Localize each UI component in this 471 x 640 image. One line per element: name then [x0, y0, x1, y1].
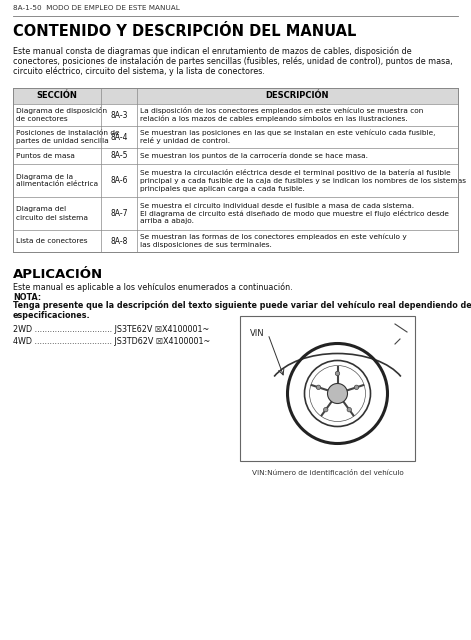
Circle shape: [327, 383, 348, 403]
Text: 8A-3: 8A-3: [110, 111, 128, 120]
Text: DESCRIPCIÓN: DESCRIPCIÓN: [266, 92, 329, 100]
Text: Se muestran los puntos de la carrocería donde se hace masa.: Se muestran los puntos de la carrocería …: [140, 153, 368, 159]
Text: Se muestra la circulación eléctrica desde el terminal positivo de la batería al : Se muestra la circulación eléctrica desd…: [140, 169, 451, 176]
Text: las disposiciones de sus terminales.: las disposiciones de sus terminales.: [140, 242, 272, 248]
Text: NOTA:: NOTA:: [13, 293, 41, 302]
Text: 8A-5: 8A-5: [110, 152, 128, 161]
Circle shape: [335, 371, 340, 376]
Text: conectores, posiciones de instalación de partes sencillas (fusibles, relés, unid: conectores, posiciones de instalación de…: [13, 56, 453, 65]
Text: de conectores: de conectores: [16, 116, 68, 122]
Text: alimentación eléctrica: alimentación eléctrica: [16, 182, 98, 188]
Bar: [13, 88, 458, 252]
Text: principal y a cada fusible de la caja de fusibles y se indican los nombres de lo: principal y a cada fusible de la caja de…: [140, 177, 466, 184]
Text: 8A-8: 8A-8: [110, 237, 128, 246]
Text: Puntos de masa: Puntos de masa: [16, 153, 75, 159]
Text: Diagrama de la: Diagrama de la: [16, 173, 73, 179]
Text: Se muestran las posiciones en las que se instalan en este vehículo cada fusible,: Se muestran las posiciones en las que se…: [140, 130, 435, 136]
Text: Este manual consta de diagramas que indican el enrutamiento de mazos de cables, : Este manual consta de diagramas que indi…: [13, 46, 412, 56]
Circle shape: [324, 408, 328, 412]
Text: arriba a abajo.: arriba a abajo.: [140, 218, 194, 225]
Text: Este manual es aplicable a los vehículos enumerados a continuación.: Este manual es aplicable a los vehículos…: [13, 282, 292, 291]
Text: El diagrama de circuito está diseñado de modo que muestre el flujo eléctrico des: El diagrama de circuito está diseñado de…: [140, 210, 449, 217]
Text: CONTENIDO Y DESCRIPCIÓN DEL MANUAL: CONTENIDO Y DESCRIPCIÓN DEL MANUAL: [13, 24, 357, 39]
Text: 8A-6: 8A-6: [110, 176, 128, 185]
Text: SECCIÓN: SECCIÓN: [37, 92, 77, 100]
Text: Lista de conectores: Lista de conectores: [16, 238, 88, 244]
Text: 8A-1-50  MODO DE EMPLEO DE ESTE MANUAL: 8A-1-50 MODO DE EMPLEO DE ESTE MANUAL: [13, 5, 180, 11]
Bar: [13, 88, 458, 104]
Text: Diagrama de disposición: Diagrama de disposición: [16, 108, 107, 115]
Text: principales que aplican carga a cada fusible.: principales que aplican carga a cada fus…: [140, 186, 305, 191]
Circle shape: [347, 408, 351, 412]
Circle shape: [317, 385, 321, 390]
Text: relé y unidad de control.: relé y unidad de control.: [140, 138, 230, 145]
Text: Posiciones de instalación de: Posiciones de instalación de: [16, 130, 120, 136]
Text: VIN:Número de identificación del vehículo: VIN:Número de identificación del vehícul…: [252, 470, 403, 476]
Text: 4WD ............................... JS3TD62V ☒X4100001~: 4WD ............................... JS3T…: [13, 337, 210, 346]
Text: partes de unidad sencilla: partes de unidad sencilla: [16, 138, 109, 144]
Bar: [240, 316, 415, 461]
Text: circuito eléctrico, circuito del sistema, y la lista de conectores.: circuito eléctrico, circuito del sistema…: [13, 66, 265, 76]
Text: APLICACIÓN: APLICACIÓN: [13, 268, 103, 281]
Text: Se muestran las formas de los conectores empleados en este vehículo y: Se muestran las formas de los conectores…: [140, 234, 407, 240]
Text: Tenga presente que la descripción del texto siguiente puede variar del vehículo : Tenga presente que la descripción del te…: [13, 301, 471, 310]
Text: circuito del sistema: circuito del sistema: [16, 214, 88, 221]
Text: 8A-7: 8A-7: [110, 209, 128, 218]
Text: VIN: VIN: [250, 330, 265, 339]
Text: Diagrama del: Diagrama del: [16, 207, 66, 212]
Text: 2WD ............................... JS3TE62V ☒X4100001~: 2WD ............................... JS3T…: [13, 325, 209, 334]
Text: La disposición de los conectores empleados en este vehículo se muestra con: La disposición de los conectores emplead…: [140, 108, 423, 115]
Text: Se muestra el circuito individual desde el fusible a masa de cada sistema.: Se muestra el circuito individual desde …: [140, 202, 414, 209]
Text: 8A-4: 8A-4: [110, 132, 128, 141]
Circle shape: [354, 385, 359, 390]
Text: especificaciones.: especificaciones.: [13, 311, 90, 320]
Text: relación a los mazos de cables empleando símbolos en las ilustraciones.: relación a los mazos de cables empleando…: [140, 115, 407, 122]
